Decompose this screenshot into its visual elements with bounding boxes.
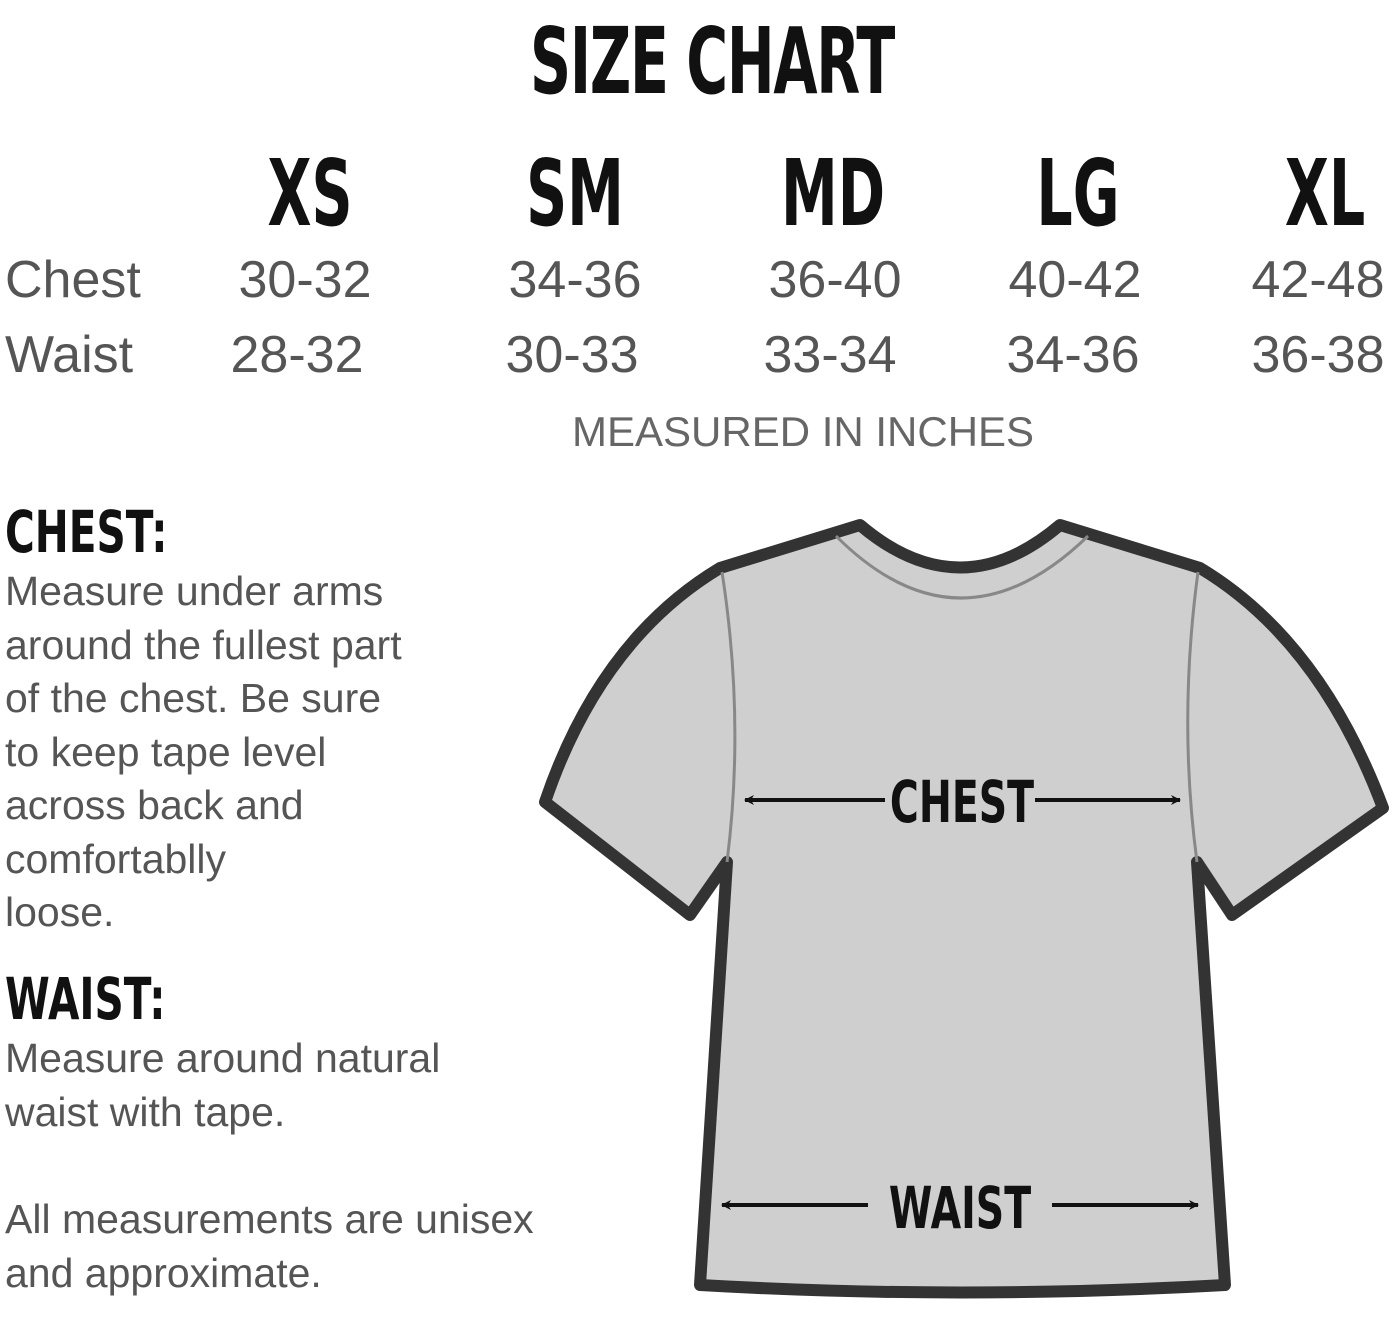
- chest-value-xs: 30-32: [238, 251, 372, 309]
- collar-ring: [834, 534, 1090, 600]
- size-header-md: MD: [780, 140, 886, 247]
- left-sleeve-seam: [720, 571, 737, 863]
- waist-value-xs: 28-32: [230, 326, 364, 384]
- tshirt-shape: [539, 519, 1389, 1299]
- right-sleeve-seam: [1186, 571, 1200, 863]
- waist-line: Measure around natural: [5, 1035, 441, 1081]
- waist-value-lg: 34-36: [1006, 326, 1140, 384]
- waist-value-sm: 30-33: [505, 326, 639, 384]
- chest-row-label: Chest: [5, 251, 141, 309]
- waist-value-xl: 36-38: [1251, 326, 1385, 384]
- size-header-sm: SM: [526, 140, 624, 247]
- chest-line: around the fullest part: [5, 621, 402, 668]
- waist-heading: WAIST:: [5, 965, 166, 1033]
- chest-line: Measure under arms: [5, 568, 384, 614]
- chest-value-lg: 40-42: [1008, 251, 1142, 309]
- footer-note: All measurements are unisex and approxim…: [5, 1193, 534, 1300]
- footer-line: All measurements are unisex: [5, 1196, 534, 1242]
- waist-label: WAIST: [889, 1174, 1031, 1242]
- chest-value-md: 36-40: [768, 251, 902, 309]
- size-header-lg: LG: [1036, 140, 1120, 247]
- chest-line: comfortablly: [5, 835, 227, 882]
- chest-line: loose.: [5, 889, 115, 935]
- waist-line: waist with tape.: [5, 1088, 286, 1135]
- chest-heading: CHEST:: [5, 498, 168, 566]
- footer-line: and approximate.: [5, 1249, 322, 1296]
- chest-value-xl: 42-48: [1251, 251, 1385, 309]
- unit-note: MEASURED IN INCHES: [572, 408, 1035, 455]
- chest-value-sm: 34-36: [508, 251, 642, 309]
- waist-value-md: 33-34: [763, 326, 897, 384]
- chest-instructions: Measure under arms around the fullest pa…: [5, 565, 402, 940]
- waist-row-label: Waist: [5, 326, 134, 384]
- waist-instructions: Measure around natural waist with tape.: [5, 1032, 440, 1139]
- chest-label: CHEST: [890, 768, 1034, 836]
- chest-line: across back and: [5, 782, 304, 828]
- size-header-xl: XL: [1284, 140, 1366, 247]
- page-title: SIZE CHART: [530, 8, 895, 115]
- chest-line: to keep tape level: [5, 728, 327, 775]
- chest-line: of the chest. Be sure: [5, 675, 382, 721]
- size-header-xs: XS: [267, 140, 353, 247]
